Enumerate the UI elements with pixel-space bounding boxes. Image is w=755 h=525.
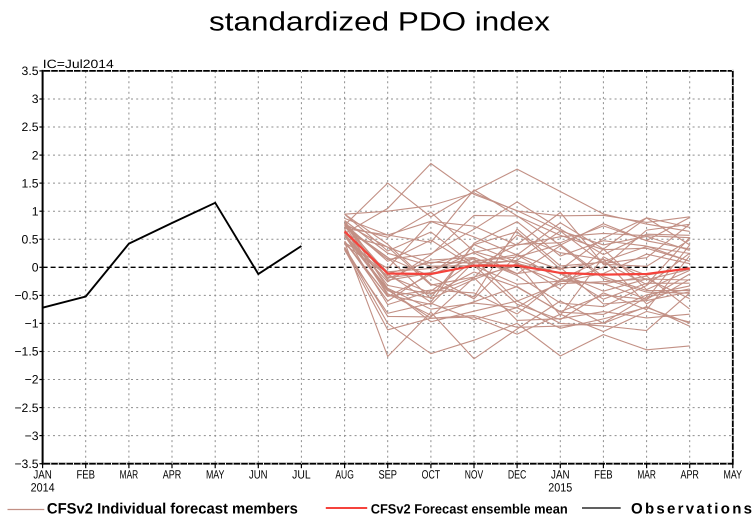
svg-text:−2.5: −2.5: [14, 401, 38, 415]
svg-text:2014: 2014: [31, 481, 55, 495]
svg-text:CFSv2 Individual forecast memb: CFSv2 Individual forecast members: [47, 501, 298, 518]
svg-text:2015: 2015: [548, 481, 572, 495]
svg-text:standardized PDO index: standardized PDO index: [209, 7, 550, 37]
svg-text:IC=Jul2014: IC=Jul2014: [43, 57, 114, 71]
svg-text:MAY: MAY: [206, 468, 225, 482]
svg-text:SEP: SEP: [378, 468, 397, 482]
svg-text:APR: APR: [680, 468, 699, 482]
svg-text:JAN: JAN: [551, 468, 570, 482]
svg-text:−3: −3: [25, 429, 39, 443]
svg-text:3: 3: [32, 92, 39, 106]
svg-text:MAR: MAR: [120, 468, 139, 482]
svg-text:JAN: JAN: [33, 468, 52, 482]
svg-text:−2: −2: [25, 373, 39, 387]
svg-text:CFSv2 Forecast ensemble mean: CFSv2 Forecast ensemble mean: [371, 502, 568, 517]
svg-text:0.5: 0.5: [22, 232, 39, 246]
svg-text:2: 2: [32, 148, 39, 162]
svg-text:JUN: JUN: [249, 468, 268, 482]
svg-text:APR: APR: [163, 468, 182, 482]
svg-text:NOV: NOV: [465, 468, 484, 482]
svg-text:Observations: Observations: [631, 501, 752, 518]
svg-text:JUL: JUL: [292, 468, 311, 482]
svg-text:0: 0: [32, 261, 39, 275]
svg-text:DEC: DEC: [508, 468, 527, 482]
svg-text:2.5: 2.5: [22, 120, 39, 134]
svg-text:−0.5: −0.5: [14, 289, 38, 303]
svg-text:MAR: MAR: [637, 468, 656, 482]
svg-text:1.5: 1.5: [22, 176, 39, 190]
svg-text:FEB: FEB: [594, 468, 613, 482]
svg-text:−3.5: −3.5: [14, 457, 38, 471]
svg-text:1: 1: [32, 204, 39, 218]
svg-text:MAY: MAY: [724, 468, 743, 482]
svg-text:3.5: 3.5: [22, 64, 39, 78]
svg-text:AUG: AUG: [335, 468, 354, 482]
svg-text:OCT: OCT: [422, 468, 441, 482]
svg-text:FEB: FEB: [76, 468, 95, 482]
svg-text:−1.5: −1.5: [14, 345, 38, 359]
svg-text:−1: −1: [25, 317, 39, 331]
